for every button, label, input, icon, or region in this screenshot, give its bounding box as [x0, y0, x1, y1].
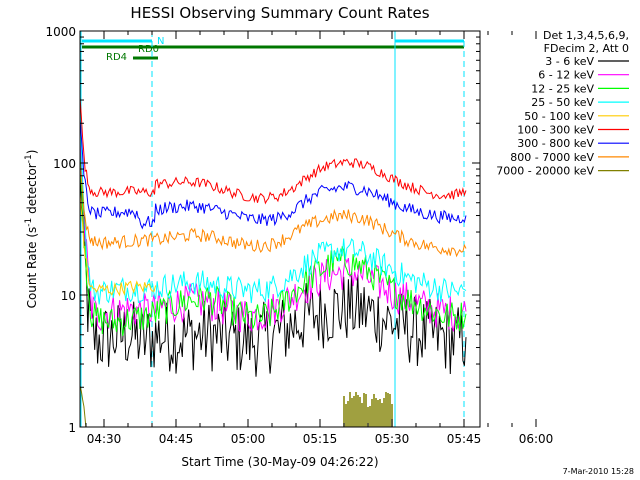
- series-line: [80, 119, 467, 230]
- y-tick-label: 10: [61, 289, 76, 303]
- flag-label: N: [157, 36, 164, 47]
- legend-entry-label: 7000 - 20000 keV: [496, 165, 594, 178]
- series-line: [80, 97, 467, 205]
- series-line: [80, 385, 87, 427]
- y-axis-ticks: 1 10 100 1000: [45, 25, 480, 435]
- timestamp: 7-Mar-2010 15:28: [563, 467, 634, 476]
- x-axis-ticks: 04:30 04:45 05:00 05:15 05:30 05:45 06:00: [85, 31, 554, 446]
- x-tick-label: 05:30: [375, 432, 410, 446]
- x-tick-label: 04:30: [87, 432, 122, 446]
- x-tick-label: 06:00: [519, 432, 554, 446]
- y-tick-label: 1: [68, 421, 76, 435]
- legend-header-line-2: FDecim 2, Att 0: [544, 42, 629, 55]
- legend-entry-label: 25 - 50 keV: [531, 96, 594, 109]
- plot-frame: [79, 30, 481, 428]
- x-tick-label: 04:45: [159, 432, 194, 446]
- legend-entry-label: 50 - 100 keV: [524, 110, 594, 123]
- series-line: [80, 152, 467, 336]
- series-line: [80, 192, 157, 297]
- y-tick-label: 1000: [45, 25, 76, 39]
- legend-entry-label: 6 - 12 keV: [538, 69, 594, 82]
- x-tick-label: 05:15: [303, 432, 338, 446]
- x-tick-label: 05:45: [447, 432, 482, 446]
- legend-header-line-1: Det 1,3,4,5,6,9,: [543, 29, 629, 42]
- flag-label: RD4: [106, 52, 127, 63]
- vertical-markers: [80, 31, 465, 427]
- legend: Det 1,3,4,5,6,9, FDecim 2, Att 0 3 - 6 k…: [496, 29, 629, 178]
- x-axis-label: Start Time (30-May-09 04:26:22): [181, 455, 378, 469]
- series-line: [80, 142, 467, 333]
- y-axis-label: Count Rate (s-1 detector-1): [24, 150, 39, 309]
- chart-title: HESSI Observing Summary Count Rates: [130, 4, 429, 22]
- legend-entry-label: 300 - 800 keV: [517, 137, 594, 150]
- y-tick-label: 100: [53, 157, 76, 171]
- legend-entry-label: 3 - 6 keV: [545, 55, 594, 68]
- x-tick-label: 05:00: [231, 432, 266, 446]
- flag-label: RD0: [138, 44, 159, 55]
- series-line: [80, 164, 467, 258]
- legend-entry-label: 12 - 25 keV: [531, 82, 594, 95]
- legend-entry-label: 800 - 7000 keV: [510, 151, 594, 164]
- legend-entry-label: 100 - 300 keV: [517, 124, 594, 137]
- series-lines: [80, 97, 467, 427]
- series-line: [80, 126, 467, 305]
